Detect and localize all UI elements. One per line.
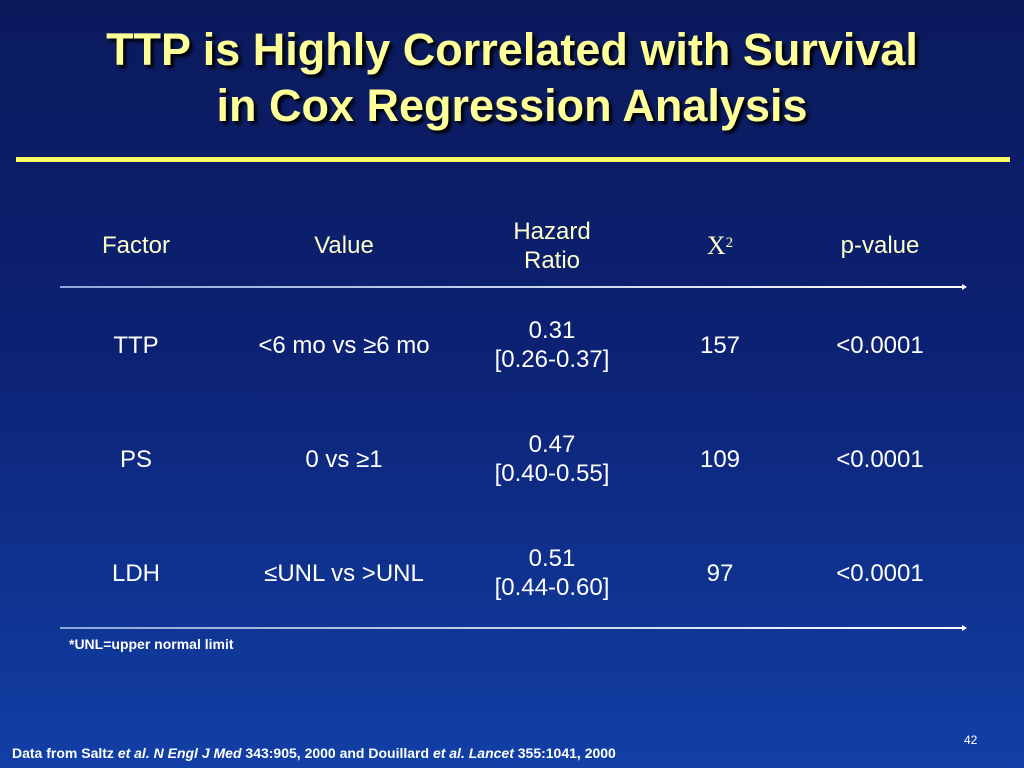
row-hr: 0.47 xyxy=(528,431,576,458)
table-header-divider xyxy=(60,284,967,290)
citation-part-1: Data from Saltz xyxy=(12,745,118,761)
chi-square-superscript: 2 xyxy=(725,235,734,251)
table-row-ldh: LDH ≤UNL vs >UNL 0.51 [0.44-0.60] 97 <0.… xyxy=(60,516,964,630)
row-hazard-ratio: 0.31 [0.26-0.37] xyxy=(476,288,628,402)
table-row-ttp: TTP <6 mo vs ≥6 mo 0.31 [0.26-0.37] 157 … xyxy=(60,288,964,402)
row-ci: [0.40-0.55] xyxy=(494,460,610,487)
row-hazard-ratio: 0.51 [0.44-0.60] xyxy=(476,516,628,630)
cox-regression-table: Factor Value Hazard Ratio X2 p-value TTP… xyxy=(60,205,964,630)
table-header-row: Factor Value Hazard Ratio X2 p-value xyxy=(60,205,964,286)
header-hazard-ratio: Hazard Ratio xyxy=(476,205,628,286)
header-chi-square: X2 xyxy=(628,205,812,286)
header-hazard-line-1: Hazard xyxy=(513,217,591,245)
slide-title: TTP is Highly Correlated with Survival i… xyxy=(0,22,1024,134)
slide-title-line-2: in Cox Regression Analysis xyxy=(216,80,808,131)
header-value: Value xyxy=(314,232,374,259)
citation: Data from Saltz et al. N Engl J Med 343:… xyxy=(12,745,616,761)
citation-part-2: et al. N Engl J Med xyxy=(117,745,242,761)
row-factor: PS xyxy=(119,445,152,473)
row-value: <6 mo vs ≥6 mo xyxy=(258,331,430,359)
header-hazard-line-2: Ratio xyxy=(523,246,581,274)
header-p-value: p-value xyxy=(840,232,920,259)
chi-square-letter: X xyxy=(706,231,726,260)
row-p-value: <0.0001 xyxy=(836,445,924,473)
row-value: 0 vs ≥1 xyxy=(305,445,383,473)
row-hr: 0.31 xyxy=(528,317,576,344)
header-factor: Factor xyxy=(101,232,170,259)
citation-part-3: 343:905, 2000 and Douillard xyxy=(241,745,433,761)
footnote: *UNL=upper normal limit xyxy=(69,636,234,652)
row-hr: 0.51 xyxy=(528,545,576,572)
citation-part-5: 355:1041, 2000 xyxy=(513,745,616,761)
table-bottom-divider xyxy=(60,625,967,631)
title-divider xyxy=(16,157,1010,162)
row-p-value: <0.0001 xyxy=(836,559,924,587)
row-factor: TTP xyxy=(113,331,159,359)
row-factor: LDH xyxy=(111,559,160,587)
row-hazard-ratio: 0.47 [0.40-0.55] xyxy=(476,402,628,516)
chi-square-symbol: X2 xyxy=(707,231,733,260)
table-row-ps: PS 0 vs ≥1 0.47 [0.40-0.55] 109 <0.0001 xyxy=(60,402,964,516)
row-ci: [0.44-0.60] xyxy=(494,574,610,601)
row-chi-square: 97 xyxy=(706,559,734,587)
row-ci: [0.26-0.37] xyxy=(494,346,610,373)
row-chi-square: 109 xyxy=(699,445,741,473)
citation-part-4: et al. Lancet xyxy=(432,745,514,761)
slide-title-line-1: TTP is Highly Correlated with Survival xyxy=(106,24,918,75)
row-chi-square: 157 xyxy=(699,331,741,359)
row-value: ≤UNL vs >UNL xyxy=(264,559,424,587)
row-p-value: <0.0001 xyxy=(836,331,924,359)
page-number: 42 xyxy=(964,733,978,747)
